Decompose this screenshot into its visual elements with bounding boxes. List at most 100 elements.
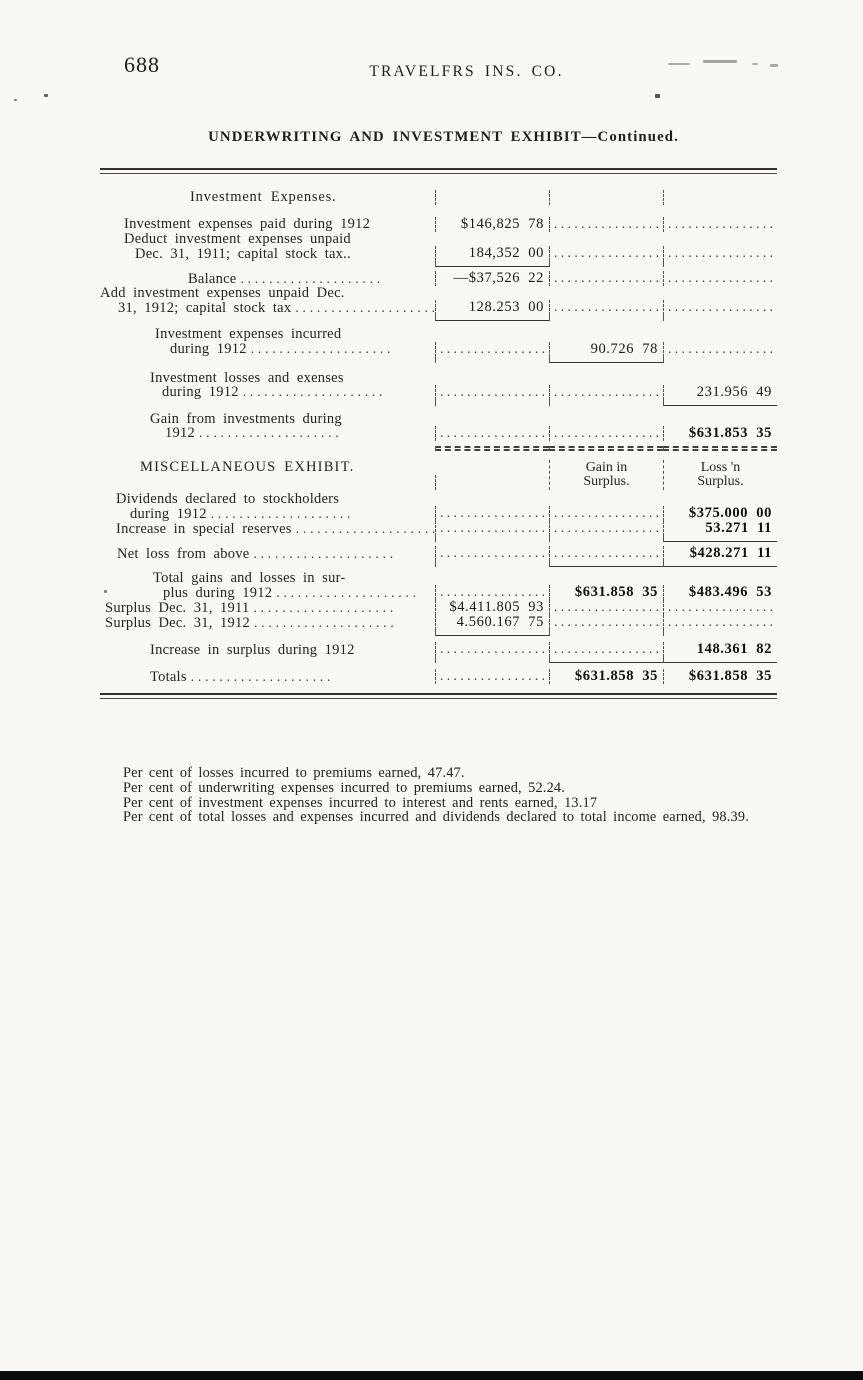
- footnote: Per cent of total losses and expenses in…: [123, 809, 750, 826]
- scan-artifact: [14, 99, 17, 101]
- column-rule: [663, 657, 777, 664]
- row-label: during 1912: [130, 506, 207, 522]
- column-rule: [663, 561, 777, 568]
- leader-dots: ....................: [549, 425, 663, 441]
- leader-dots: ....................: [663, 341, 777, 357]
- footnotes: Per cent of losses incurred to premiums …: [90, 766, 785, 825]
- column-header-gain: Gain in Surplus.: [549, 459, 663, 490]
- table-row: Total gains and losses in sur- plus duri…: [100, 571, 777, 601]
- section-heading: Investment Expenses.: [190, 190, 337, 205]
- leader-dots: ....................: [549, 271, 663, 287]
- leader-dots: ....................: [549, 546, 663, 562]
- leader-dots: ....................: [663, 246, 777, 262]
- amount-cell: $631.858 35: [549, 669, 663, 685]
- amount-cell: $146,825 78: [435, 217, 549, 232]
- leader-dots: ....................: [435, 585, 549, 601]
- leader-dots: ....................: [663, 271, 777, 287]
- scan-artifact: [655, 94, 660, 98]
- row-label: Add investment expenses unpaid Dec.: [100, 286, 345, 301]
- running-head: TRAVELFRS INS. CO.: [369, 63, 564, 80]
- row-label: Surplus Dec. 31, 1911: [105, 600, 250, 616]
- amount-cell: $375.000 00: [663, 506, 777, 522]
- leader-dots: ....................: [253, 546, 397, 561]
- table-row: Investment expenses incurred during 1912…: [100, 327, 777, 357]
- total-rule-row: [100, 399, 777, 406]
- row-label: Increase in special reserves: [116, 521, 292, 537]
- leader-dots: ....................: [549, 642, 663, 658]
- column-rule: [549, 356, 663, 363]
- row-label: Surplus Dec. 31, 1912: [105, 615, 251, 631]
- table-row: Deduct investment expenses unpaid Dec. 3…: [100, 232, 777, 262]
- row-label: Investment losses and exenses: [150, 370, 344, 386]
- scan-artifact: [752, 63, 758, 65]
- table-row: Add investment expenses unpaid Dec. 31, …: [100, 286, 777, 316]
- row-label: Dividends declared to stockholders: [116, 491, 340, 507]
- amount-cell: 148.361 82: [663, 642, 777, 658]
- table-row: Increase in special reserves............…: [100, 521, 777, 537]
- table-row: Investment losses and exenses during 191…: [100, 371, 777, 400]
- footnote: Per cent of underwriting expenses incurr…: [123, 779, 566, 796]
- table-row: Investment expenses paid during 1912 $14…: [100, 217, 777, 232]
- leader-dots: ....................: [549, 300, 663, 316]
- leader-dots: ....................: [435, 341, 549, 357]
- table-row: Gain from investments during 1912.......…: [100, 412, 777, 441]
- table-row: Surplus Dec. 31, 1912...................…: [100, 615, 777, 631]
- leader-dots: ....................: [190, 669, 335, 684]
- column-rule: [663, 536, 777, 543]
- amount-cell: $631.858 35: [549, 585, 663, 601]
- total-rule-row: [100, 261, 777, 268]
- leader-dots: ....................: [663, 300, 777, 316]
- row-label: Investment expenses paid during 1912: [124, 217, 371, 232]
- leader-dots: ....................: [549, 506, 663, 522]
- leader-dots: ....................: [199, 426, 343, 441]
- amount-cell: $631.858 35: [663, 669, 777, 685]
- row-label: Investment expenses incurred: [155, 327, 342, 342]
- amount-cell: $428.271 11: [663, 546, 777, 562]
- amount-cell: $483.496 53: [663, 585, 777, 601]
- column-rule: [549, 657, 663, 664]
- leader-dots: ....................: [295, 521, 435, 536]
- row-label: Total gains and losses in sur-: [153, 571, 346, 586]
- footnote: Per cent of investment expenses incurred…: [123, 794, 598, 811]
- table-row: Totals.................... .............…: [100, 669, 777, 685]
- leader-dots: ....................: [295, 300, 435, 315]
- leader-dots: ....................: [549, 600, 663, 616]
- scan-edge-bar: [0, 1371, 863, 1380]
- total-rule-row: [100, 657, 777, 664]
- row-label: during 1912: [162, 385, 239, 400]
- table-row: Net loss from above.................... …: [100, 546, 777, 562]
- section-heading-row: Investment Expenses.: [100, 190, 777, 205]
- page-title: UNDERWRITING AND INVESTMENT EXHIBIT—Cont…: [208, 129, 679, 145]
- section-heading: MISCELLANEOUS EXHIBIT.: [140, 459, 355, 475]
- leader-dots: ....................: [435, 425, 549, 441]
- table-row: Increase in surplus during 1912 ........…: [100, 642, 777, 658]
- row-label: 1912: [165, 426, 195, 441]
- leader-dots: ....................: [250, 341, 395, 356]
- leader-dots: ....................: [435, 506, 549, 522]
- row-label: Totals: [150, 669, 187, 685]
- scan-artifact: [44, 94, 48, 97]
- column-rule: [435, 630, 549, 637]
- leader-dots: ....................: [549, 615, 663, 631]
- row-label: 31, 1912; capital stock tax: [118, 300, 292, 316]
- row-label: Gain from investments during: [150, 411, 342, 427]
- row-label: plus during 1912: [163, 585, 273, 601]
- exhibit-table: Investment Expenses. Investment expenses…: [100, 168, 777, 700]
- scan-artifact: [703, 60, 737, 63]
- total-rule-row: [100, 356, 777, 363]
- leader-dots: ....................: [240, 271, 384, 286]
- leader-dots: ....................: [435, 669, 549, 685]
- amount-cell: 90.726 78: [549, 341, 663, 357]
- leader-dots: ....................: [242, 385, 387, 400]
- table-row: Dividends declared to stockholders durin…: [100, 491, 777, 522]
- column-rule: [435, 315, 549, 322]
- leader-dots: ....................: [210, 506, 355, 521]
- amount-cell: $4.411.805 93: [435, 600, 549, 616]
- amount-cell: 53.271 11: [663, 521, 777, 537]
- row-label: Increase in surplus during 1912: [150, 642, 355, 658]
- leader-dots: ....................: [276, 585, 420, 600]
- leader-dots: ....................: [435, 384, 549, 400]
- column-rule: [435, 261, 549, 268]
- leader-dots: ....................: [435, 642, 549, 658]
